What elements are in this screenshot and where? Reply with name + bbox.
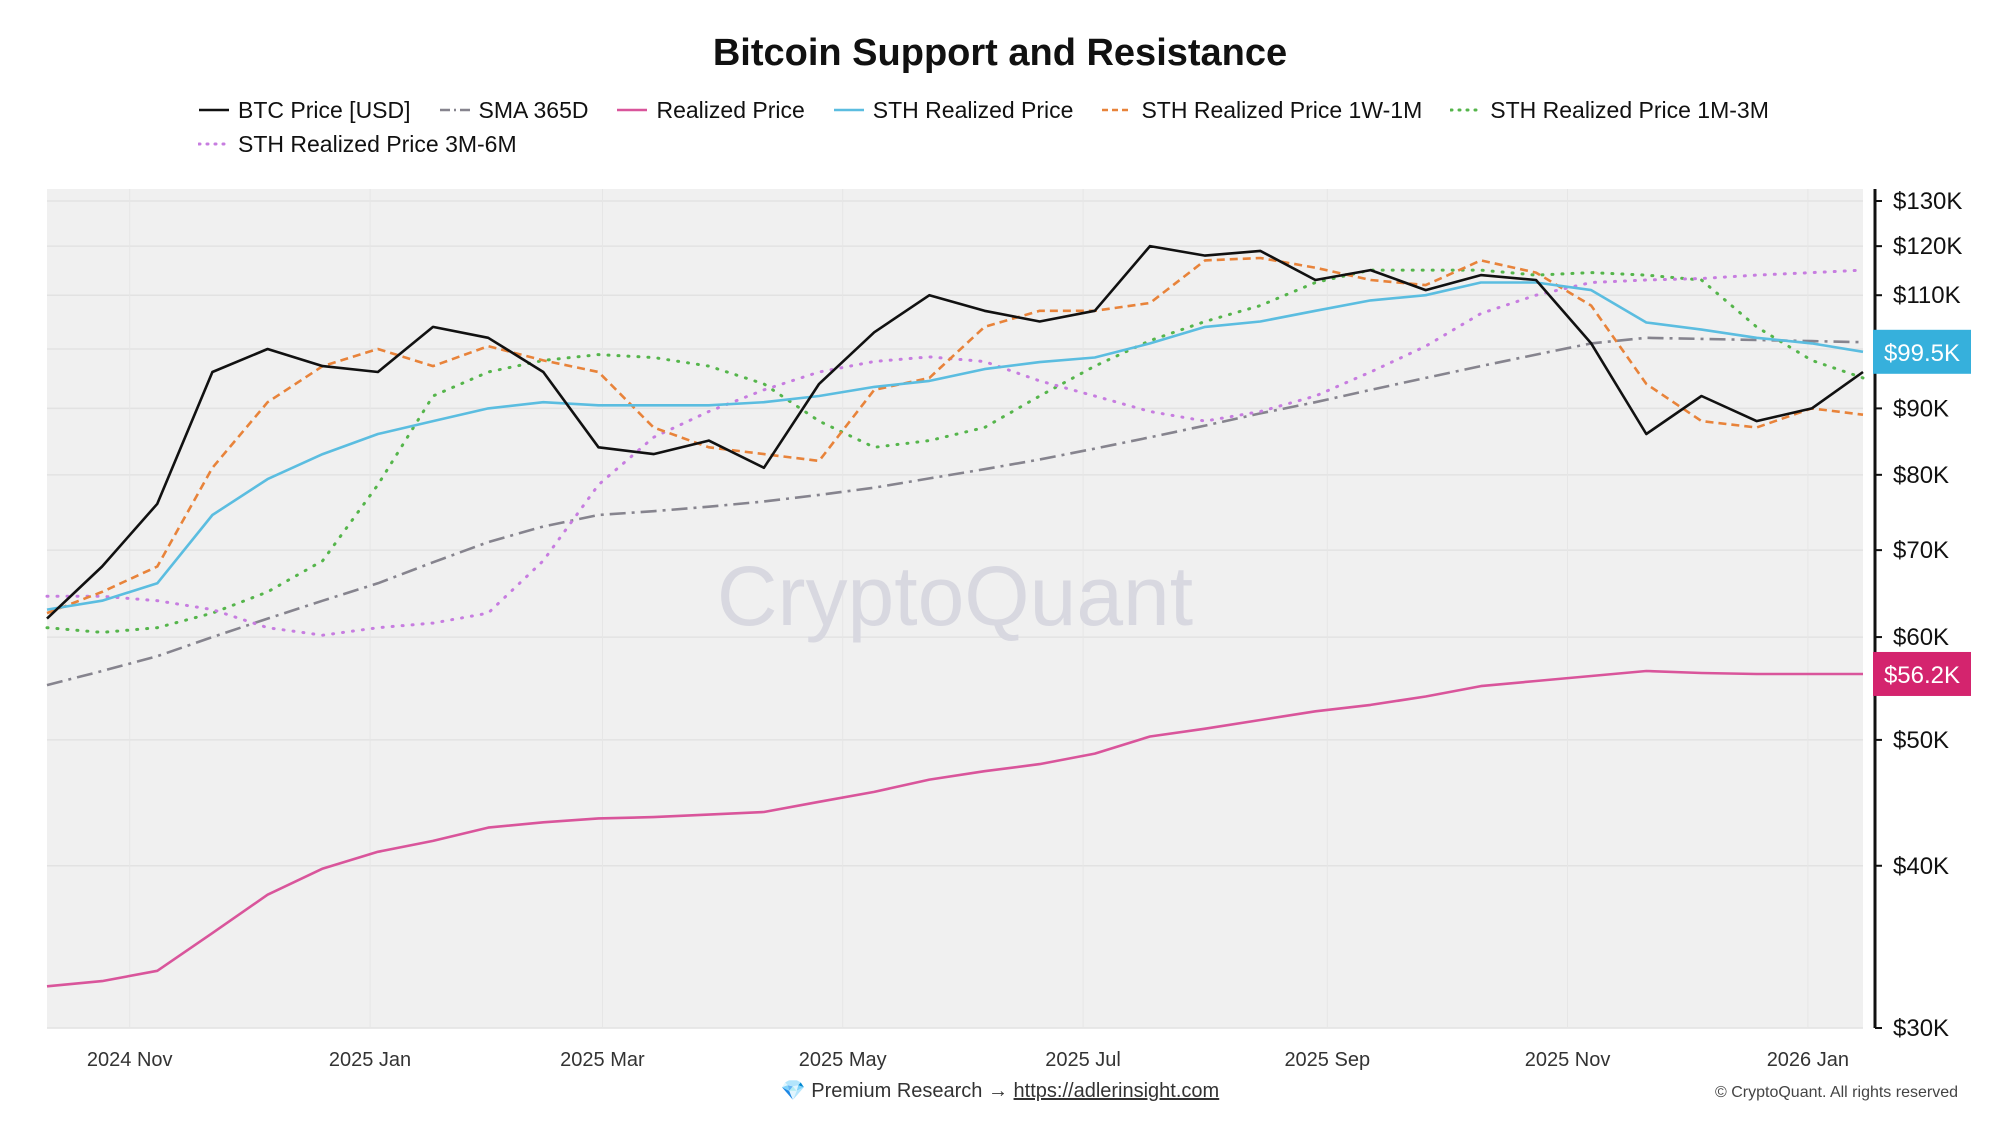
legend-label: Realized Price xyxy=(656,96,805,123)
chart-title: Bitcoin Support and Resistance xyxy=(712,32,1288,74)
legend-label: STH Realized Price 3M-6M xyxy=(238,130,517,157)
x-tick-label: 2025 Jul xyxy=(1045,1049,1121,1071)
legend-swatch xyxy=(1450,108,1483,112)
legend-swatch xyxy=(1102,108,1133,112)
y-tick-label: $50K xyxy=(1893,727,1949,754)
copyright: © CryptoQuant. All rights reserved xyxy=(1715,1084,1958,1101)
x-tick-label: 2024 Nov xyxy=(87,1049,173,1071)
x-tick-label: 2025 May xyxy=(799,1049,887,1071)
last-value-labels: $99.5K $56.2K xyxy=(1873,329,1971,696)
y-tick-label: $80K xyxy=(1893,462,1949,489)
x-tick-label: 2025 Jan xyxy=(329,1049,411,1071)
legend-item[interactable]: STH Realized Price 3M-6M xyxy=(198,130,517,158)
adlerinsight-link[interactable]: https://adlerinsight.com xyxy=(1013,1080,1220,1102)
x-tick-label: 2026 Jan xyxy=(1767,1049,1849,1071)
series-line-sth-realized-price xyxy=(46,281,1864,611)
series-line-sth-realized-price-1m-3m xyxy=(45,268,1865,634)
series-line-sma-365d xyxy=(46,336,1864,687)
premium-research-text: Premium Research → xyxy=(811,1080,1008,1102)
last-value-badge xyxy=(1873,651,1971,696)
legend: BTC Price [USD] SMA 365D Realized Price STH… xyxy=(198,96,1838,158)
legend-swatch xyxy=(617,108,648,112)
y-tick-label: $90K xyxy=(1893,395,1949,422)
legend-label: STH Realized Price 1W-1M xyxy=(1141,96,1423,123)
x-tick-label: 2025 Sep xyxy=(1284,1049,1370,1071)
last-value-label: $56.2K xyxy=(1884,662,1960,689)
footer: 💎 Premium Research → https://adlerinsigh… xyxy=(0,1078,2000,1103)
legend-item[interactable]: BTC Price [USD] xyxy=(198,96,411,124)
legend-item[interactable]: STH Realized Price 1M-3M xyxy=(1450,96,1769,124)
x-tick-label: 2025 Mar xyxy=(560,1049,645,1071)
plot-background xyxy=(47,189,1863,1028)
legend-item[interactable]: STH Realized Price 1W-1M xyxy=(1101,96,1422,124)
y-tick-label: $30K xyxy=(1893,1015,1949,1042)
y-tick-label: $40K xyxy=(1893,853,1949,880)
watermark: CryptoQuant xyxy=(717,549,1193,643)
last-value-badge xyxy=(1873,329,1971,374)
series-line-realized-price xyxy=(46,669,1863,988)
x-tick-label: 2025 Nov xyxy=(1525,1049,1611,1071)
legend-item[interactable]: STH Realized Price xyxy=(833,96,1074,124)
series-lines xyxy=(45,244,1865,988)
y-tick-label: $70K xyxy=(1893,537,1949,564)
gem-icon: 💎 xyxy=(780,1080,806,1102)
y-tick-label: $60K xyxy=(1893,624,1949,651)
legend-swatch xyxy=(199,108,229,112)
last-value-label: $99.5K xyxy=(1884,340,1960,367)
legend-swatch xyxy=(198,142,230,146)
y-tick-label: $130K xyxy=(1893,188,1962,215)
y-tick-label: $110K xyxy=(1893,282,1961,309)
x-axis: 2024 Nov 2025 Jan 2025 Mar 2025 May 2025 Jul… xyxy=(87,1049,1849,1071)
legend-label: SMA 365D xyxy=(478,96,589,123)
legend-item[interactable]: Realized Price xyxy=(616,96,805,124)
y-tick-label: $120K xyxy=(1893,233,1962,260)
legend-label: BTC Price [USD] xyxy=(238,96,411,123)
legend-swatch xyxy=(833,108,864,112)
legend-label: STH Realized Price 1M-3M xyxy=(1490,96,1769,123)
legend-item[interactable]: SMA 365D xyxy=(439,96,589,124)
y-axis: $130K $120K $110K $90K $80K $70K $60K $50K $40K $… xyxy=(1875,188,1962,1042)
legend-swatch xyxy=(439,108,470,112)
legend-label: STH Realized Price xyxy=(872,96,1074,123)
series-line-btc-price-usd- xyxy=(46,244,1864,620)
